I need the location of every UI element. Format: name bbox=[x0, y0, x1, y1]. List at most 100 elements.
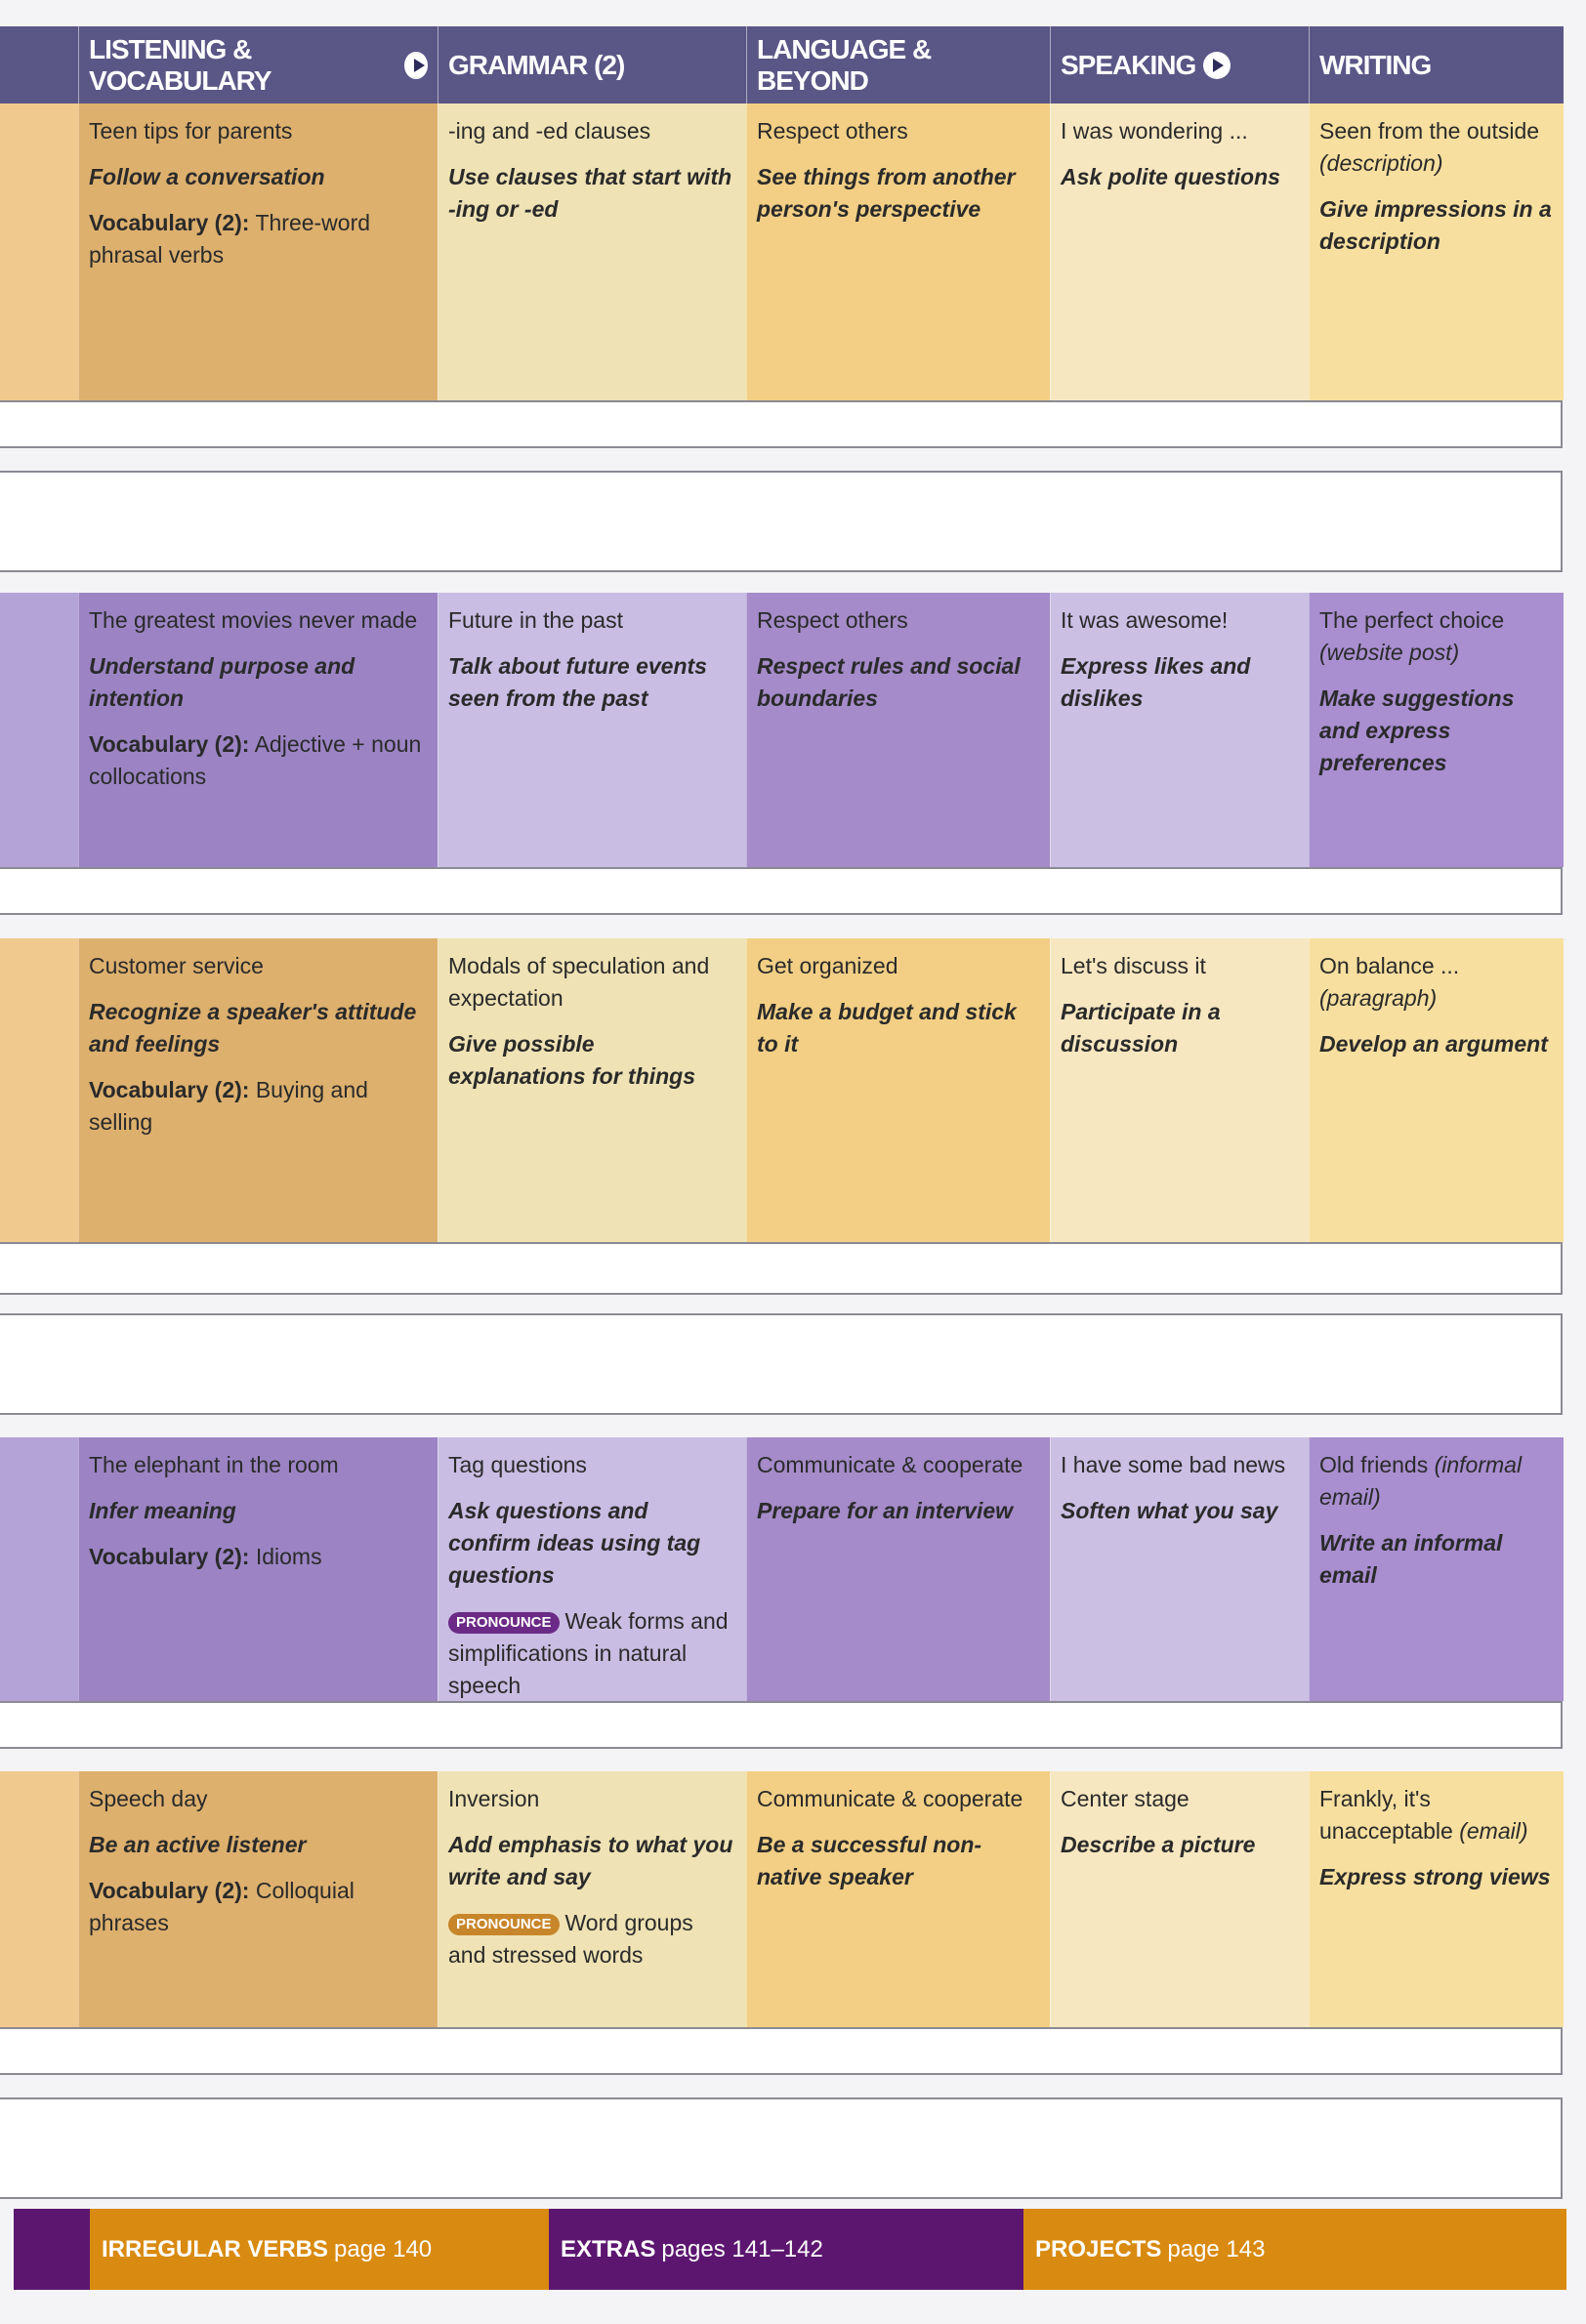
video-play-icon[interactable] bbox=[403, 51, 428, 79]
video-play-icon[interactable] bbox=[1203, 51, 1231, 79]
learning-goal: Give possible explanations for things bbox=[448, 1031, 696, 1089]
unit-cell: Teen tips for parents Follow a conversati… bbox=[78, 104, 438, 400]
learning-goal: Recognize a speaker's attitude and feeli… bbox=[89, 999, 417, 1057]
topic: Customer service bbox=[89, 950, 428, 982]
learning-goal: Ask polite questions bbox=[1061, 164, 1280, 189]
topic-title: Inversion bbox=[448, 1786, 540, 1811]
learning-goal: Soften what you say bbox=[1061, 1498, 1278, 1523]
vocabulary: Vocabulary (2): Colloquial phrases bbox=[89, 1875, 428, 1939]
unit-cell: Inversion Add emphasis to what you write … bbox=[438, 1771, 746, 2027]
topic-title: Center stage bbox=[1061, 1786, 1190, 1811]
learning-goal: Describe a picture bbox=[1061, 1832, 1256, 1857]
unit-cell: Customer service Recognize a speaker's at… bbox=[78, 938, 438, 1242]
vocabulary-label: Vocabulary (2): bbox=[89, 1544, 250, 1569]
footer-link-extras[interactable]: EXTRAS pages 141–142 bbox=[549, 2209, 1023, 2290]
topic: Respect others bbox=[757, 115, 1040, 147]
blank-box bbox=[0, 867, 1563, 915]
learning-goal: Make a budget and stick to it bbox=[757, 999, 1017, 1057]
unit-tab bbox=[0, 1771, 78, 2027]
topic: Old friends (informal email) bbox=[1319, 1449, 1554, 1514]
unit-cell: The greatest movies never made Understand… bbox=[78, 593, 438, 867]
column-header: WRITING bbox=[1309, 26, 1564, 104]
topic: Tag questions bbox=[448, 1449, 736, 1481]
topic-title: Get organized bbox=[757, 953, 898, 978]
topic-title: -ing and -ed clauses bbox=[448, 118, 651, 144]
unit-cell: -ing and -ed clauses Use clauses that sta… bbox=[438, 104, 746, 400]
unit-row: Customer service Recognize a speaker's at… bbox=[0, 938, 1564, 1242]
vocabulary: Vocabulary (2): Three-word phrasal verbs bbox=[89, 207, 428, 271]
blank-box bbox=[0, 2027, 1563, 2075]
unit-tab bbox=[0, 593, 78, 867]
topic-title: Communicate & cooperate bbox=[757, 1452, 1023, 1477]
unit-cell: I was wondering ... Ask polite questions bbox=[1050, 104, 1309, 400]
learning-goal: Be an active listener bbox=[89, 1832, 307, 1857]
vocabulary: Vocabulary (2): Buying and selling bbox=[89, 1074, 428, 1139]
topic-title: Seen from the outside bbox=[1319, 118, 1540, 144]
vocabulary-label: Vocabulary (2): bbox=[89, 1077, 250, 1102]
learning-goal: Develop an argument bbox=[1319, 1031, 1548, 1057]
topic: Modals of speculation and expectation bbox=[448, 950, 736, 1015]
topic-title: Let's discuss it bbox=[1061, 953, 1206, 978]
topic-title: Modals of speculation and expectation bbox=[448, 953, 710, 1011]
unit-cell: Respect others See things from another pe… bbox=[746, 104, 1050, 400]
footer-tab bbox=[14, 2209, 90, 2290]
column-header-label: SPEAKING bbox=[1061, 49, 1196, 80]
unit-row: The greatest movies never made Understand… bbox=[0, 593, 1564, 867]
topic-title: It was awesome! bbox=[1061, 607, 1229, 633]
topic: Communicate & cooperate bbox=[757, 1449, 1040, 1481]
learning-goal: Respect rules and social boundaries bbox=[757, 653, 1021, 711]
learning-goal: Understand purpose and intention bbox=[89, 653, 355, 711]
topic: Teen tips for parents bbox=[89, 115, 428, 147]
learning-goal: Give impressions in a description bbox=[1319, 196, 1552, 254]
learning-goal: Be a successful non-native speaker bbox=[757, 1832, 982, 1889]
topic-title: Customer service bbox=[89, 953, 264, 978]
footer-label: EXTRAS bbox=[561, 2235, 656, 2262]
topic-note: (paragraph) bbox=[1319, 985, 1438, 1011]
footer-page: page 140 bbox=[334, 2235, 433, 2262]
column-header-label: WRITING bbox=[1319, 49, 1432, 80]
learning-goal: Express strong views bbox=[1319, 1864, 1551, 1889]
learning-goal: Express likes and dislikes bbox=[1061, 653, 1251, 711]
topic: I was wondering ... bbox=[1061, 115, 1299, 147]
pronounce-badge: PRONOUNCE bbox=[448, 1914, 560, 1935]
column-header-label: LISTENING & VOCABULARY bbox=[89, 33, 272, 96]
vocabulary-label: Vocabulary (2): bbox=[89, 210, 250, 235]
unit-cell: Speech day Be an active listener Vocabular… bbox=[78, 1771, 438, 2027]
blank-box bbox=[0, 1242, 1563, 1295]
topic-title: Future in the past bbox=[448, 607, 623, 633]
vocabulary-label: Vocabulary (2): bbox=[89, 1878, 250, 1903]
topic-title: I was wondering ... bbox=[1061, 118, 1248, 144]
learning-goal: Ask questions and confirm ideas using ta… bbox=[448, 1498, 701, 1588]
unit-cell: Communicate & cooperate Be a successful n… bbox=[746, 1771, 1050, 2027]
topic-note: (description) bbox=[1319, 150, 1443, 176]
footer-link-irregular-verbs[interactable]: IRREGULAR VERBS page 140 bbox=[90, 2209, 549, 2290]
unit-cell: Get organized Make a budget and stick to … bbox=[746, 938, 1050, 1242]
pronunciation: PRONOUNCE Word groups and stressed words bbox=[448, 1907, 736, 1971]
blank-box bbox=[0, 2097, 1563, 2199]
unit-cell: Old friends (informal email) Write an inf… bbox=[1309, 1437, 1564, 1701]
topic-title: Respect others bbox=[757, 118, 908, 144]
topic-title: Frankly, it's unacceptable bbox=[1319, 1786, 1453, 1844]
footer-label: PROJECTS bbox=[1035, 2235, 1162, 2262]
topic: Seen from the outside (description) bbox=[1319, 115, 1554, 180]
unit-cell: On balance ... (paragraph) Develop an arg… bbox=[1309, 938, 1564, 1242]
blank-box bbox=[0, 471, 1563, 572]
topic: The greatest movies never made bbox=[89, 604, 428, 637]
footer-link-projects[interactable]: PROJECTS page 143 bbox=[1023, 2209, 1566, 2290]
unit-cell: Frankly, it's unacceptable (email) Expres… bbox=[1309, 1771, 1564, 2027]
topic: It was awesome! bbox=[1061, 604, 1299, 637]
blank-box bbox=[0, 400, 1563, 448]
pronunciation-text: Weak forms and simplifications in natura… bbox=[448, 1608, 729, 1698]
learning-goal: Infer meaning bbox=[89, 1498, 236, 1523]
topic-title: The greatest movies never made bbox=[89, 607, 418, 633]
unit-tab bbox=[0, 1437, 78, 1701]
topic-title: The perfect choice bbox=[1319, 607, 1505, 633]
column-header: LANGUAGE & BEYOND bbox=[746, 26, 1050, 104]
topic: The perfect choice (website post) bbox=[1319, 604, 1554, 669]
topic-title: Old friends bbox=[1319, 1452, 1429, 1477]
unit-cell: Tag questions Ask questions and confirm i… bbox=[438, 1437, 746, 1701]
topic: Let's discuss it bbox=[1061, 950, 1299, 982]
unit-row: Teen tips for parents Follow a conversati… bbox=[0, 104, 1564, 400]
unit-cell: Modals of speculation and expectation Giv… bbox=[438, 938, 746, 1242]
topic: -ing and -ed clauses bbox=[448, 115, 736, 147]
